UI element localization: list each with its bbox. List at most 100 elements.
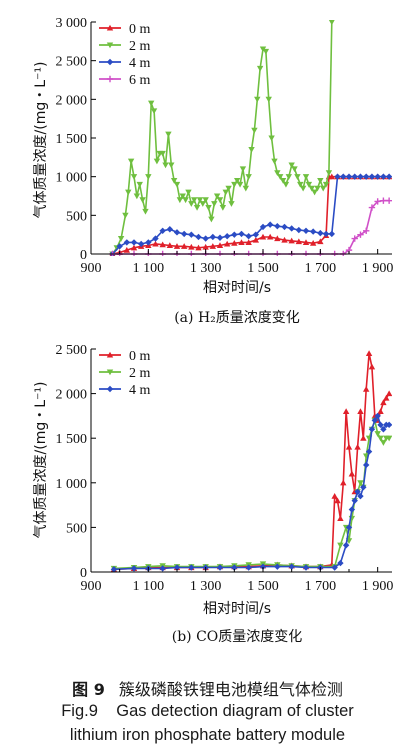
data-point-h2-2: [357, 173, 364, 180]
chart-co-y-axis-label: 气体质量浓度/(mg・L⁻¹): [33, 382, 49, 539]
data-point-h2-1: [193, 205, 201, 211]
data-point-h2-1: [288, 162, 295, 169]
chart-co-plot-area: [110, 350, 392, 573]
data-point-co-0: [383, 394, 390, 401]
data-point-h2-0: [188, 243, 195, 250]
data-point-h2-0: [130, 244, 138, 251]
data-point-h2-1: [297, 181, 304, 188]
chart-co-x-axis-label: 相对时间/s: [203, 601, 271, 617]
data-point-co-2: [380, 426, 387, 433]
data-point-co-2: [363, 461, 370, 469]
data-point-h2-1: [125, 189, 132, 196]
data-point-h2-1: [322, 181, 330, 188]
series-h2-0: [109, 173, 392, 256]
data-point-h2-1: [179, 193, 186, 200]
data-point-co-0: [365, 350, 373, 357]
data-point-co-2: [288, 563, 295, 570]
data-point-h2-0: [266, 233, 274, 240]
data-point-h2-1: [150, 108, 158, 115]
chart-h2-x-axis-label: 相对时间/s: [203, 280, 271, 296]
data-point-h2-1: [277, 174, 284, 180]
series-h2-1: [109, 20, 335, 256]
data-point-h2-2: [380, 173, 387, 180]
x-tick-label: 1 300: [190, 261, 222, 276]
legend-label-h2-1: 2 m: [129, 39, 151, 54]
data-point-co-2: [302, 564, 310, 571]
caption-zh: 图 9 簇级磷酸铁锂电池模组气体检测: [0, 676, 415, 700]
data-point-co-2: [331, 564, 338, 571]
legend-label-co-0: 0 m: [129, 349, 151, 364]
data-point-h2-1: [299, 185, 307, 192]
data-point-h2-2: [328, 230, 335, 238]
chart-h2-axes: 0 500 1 000 1 500 2 000 2 500 3 000 900 1 100 1 3…: [56, 16, 394, 276]
data-point-h2-1: [130, 174, 138, 180]
data-point-co-2: [371, 417, 378, 424]
data-point-h2-1: [291, 166, 298, 173]
data-point-h2-1: [228, 201, 235, 207]
data-point-co-0: [377, 408, 384, 414]
data-point-co-1: [385, 435, 392, 442]
x-tick-label: 1 700: [305, 579, 337, 594]
data-point-h2-1: [199, 201, 206, 207]
data-point-h2-2: [322, 230, 330, 238]
data-point-h2-1: [320, 185, 327, 192]
data-point-co-2: [245, 564, 252, 571]
data-point-h2-1: [256, 65, 264, 72]
data-point-h2-1: [302, 174, 310, 180]
data-point-co-0: [360, 435, 367, 441]
data-point-h2-1: [308, 185, 315, 192]
data-point-h2-2: [173, 229, 181, 236]
data-point-co-2: [357, 492, 364, 500]
data-point-h2-1: [136, 181, 143, 188]
data-point-h2-1: [173, 181, 181, 188]
chart-co-legend: 0 m 2 m 4 m: [99, 349, 151, 398]
y-tick-label: 2 500: [56, 55, 88, 70]
caption-title-zh: 簇级磷酸铁锂电池模组气体检测: [118, 680, 343, 699]
x-tick-label: 1 900: [362, 261, 394, 276]
data-point-h2-1: [202, 197, 209, 204]
data-point-h2-1: [185, 189, 192, 196]
y-tick-label: 0: [80, 566, 87, 581]
caption-en-line-1: Fig.9 Gas detection diagram of cluster: [61, 702, 354, 720]
data-point-h2-2: [180, 230, 188, 238]
data-point-co-2: [110, 566, 118, 573]
x-tick-label: 1 500: [247, 261, 279, 276]
data-point-h2-2: [309, 228, 317, 235]
data-point-co-0: [357, 408, 364, 414]
data-point-co-2: [159, 565, 166, 572]
data-point-co-0: [368, 363, 376, 370]
legend-marker-h2-0: [106, 24, 114, 31]
data-point-h2-1: [145, 174, 152, 180]
chart-h2-title: (a) H₂质量浓度变化: [174, 310, 300, 326]
data-point-h2-1: [231, 181, 238, 188]
data-point-co-2: [216, 564, 224, 571]
data-point-h2-2: [374, 173, 381, 180]
data-point-h2-0: [231, 239, 238, 246]
data-point-h2-1: [208, 216, 215, 223]
data-point-co-0: [334, 497, 341, 504]
data-point-h2-1: [205, 205, 212, 211]
data-point-h2-1: [262, 48, 270, 55]
data-point-h2-2: [188, 231, 195, 238]
data-point-co-2: [385, 421, 392, 429]
data-point-h2-0: [317, 238, 324, 245]
data-point-h2-2: [302, 227, 310, 234]
data-point-h2-1: [225, 185, 232, 192]
data-point-h2-2: [368, 173, 376, 180]
data-point-h2-1: [265, 96, 272, 103]
data-point-co-2: [342, 542, 350, 549]
data-point-co-2: [345, 524, 353, 531]
data-point-h2-1: [176, 197, 184, 204]
y-tick-label: 3 000: [56, 16, 88, 31]
data-point-h2-1: [188, 201, 195, 207]
data-point-h2-0: [123, 246, 131, 253]
y-tick-label: 1 000: [56, 477, 88, 492]
data-point-h2-0: [309, 239, 317, 246]
data-point-h2-0: [173, 243, 181, 249]
data-point-h2-1: [159, 150, 166, 157]
data-point-h2-1: [282, 181, 290, 188]
data-point-h2-1: [242, 185, 249, 192]
data-point-h2-2: [216, 234, 224, 241]
data-point-h2-1: [239, 166, 247, 173]
data-point-h2-1: [268, 135, 275, 142]
